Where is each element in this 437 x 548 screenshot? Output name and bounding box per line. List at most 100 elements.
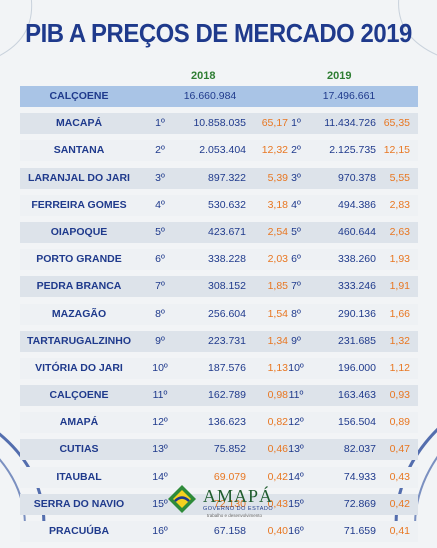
percent-2018: 1,54 <box>267 307 288 320</box>
rank-2019: 2º <box>291 144 301 157</box>
table-row: ITAUBAL 14º 69.079 0,42 14º 74.933 0,43 <box>20 466 418 488</box>
rank-2019: 10º <box>288 361 304 374</box>
percent-2018: 2,03 <box>267 253 288 266</box>
rank-2019: 4º <box>291 198 301 211</box>
percent-2019: 0,42 <box>389 497 410 510</box>
rank-2018: 9º <box>155 334 165 347</box>
table-row: OIAPOQUE 5º 423.671 2,54 5º 460.644 2,63 <box>20 221 418 243</box>
municipality-name: SANTANA <box>53 144 105 157</box>
total-2018: 16.660.984 <box>183 90 237 102</box>
value-2019: 290.136 <box>338 307 376 320</box>
municipality-name: VITÓRIA DO JARI <box>35 361 123 374</box>
rank-2018: 10º <box>152 361 168 374</box>
rank-2019: 5º <box>291 225 301 238</box>
table-row: CALÇOENE 11º 162.789 0,98 11º 163.463 0,93 <box>20 385 418 407</box>
rank-2019: 13º <box>288 443 304 456</box>
municipality-name: FERREIRA GOMES <box>31 198 127 211</box>
rank-2018: 16º <box>152 525 168 537</box>
rank-2019: 15º <box>288 497 304 510</box>
value-2018: 162.789 <box>208 389 246 402</box>
percent-2018: 5,39 <box>267 171 288 184</box>
percent-2018: 0,98 <box>267 389 288 402</box>
table-row: VITÓRIA DO JARI 10º 187.576 1,13 10º 196.000 1… <box>20 357 418 379</box>
value-2018: 72.130 <box>213 497 246 510</box>
rank-2019: 1º <box>291 117 301 130</box>
percent-2019: 1,66 <box>389 307 410 320</box>
municipality-name: MAZAGÃO <box>51 307 107 320</box>
value-2019: 2.125.735 <box>329 144 376 157</box>
municipality-name: AMAPÁ <box>59 416 99 429</box>
value-2018: 2.053.404 <box>199 144 246 157</box>
table-row: LARANJAL DO JARI 3º 897.322 5,39 3º 970.378 5,… <box>20 167 418 189</box>
municipality-name: ITAUBAL <box>56 470 102 483</box>
value-2018: 10.858.035 <box>193 117 246 130</box>
total-label: CALÇOENE <box>49 90 109 102</box>
value-2019: 82.037 <box>343 443 376 456</box>
percent-2018: 3,18 <box>267 198 288 211</box>
percent-2018: 0,42 <box>267 470 288 483</box>
table-row: MACAPÁ 1º 10.858.035 65,17 1º 11.434.726 65,35 <box>20 113 418 135</box>
value-2019: 196.000 <box>338 361 376 374</box>
total-2019: 17.496.661 <box>322 90 376 102</box>
percent-2019: 0,89 <box>389 416 410 429</box>
municipality-name: OIAPOQUE <box>50 225 108 238</box>
rank-2019: 16º <box>288 525 304 537</box>
value-2019: 74.933 <box>343 470 376 483</box>
municipality-name: SERRA DO NAVIO <box>33 497 125 510</box>
rank-2018: 12º <box>152 416 168 429</box>
rank-2019: 11º <box>288 389 304 402</box>
value-2018: 69.079 <box>213 470 246 483</box>
rank-2019: 14º <box>288 470 304 483</box>
percent-2019: 1,91 <box>389 280 410 293</box>
table-row: PEDRA BRANCA 7º 308.152 1,85 7º 333.246 1,91 <box>20 276 418 298</box>
rank-2019: 9º <box>291 334 301 347</box>
rank-2018: 13º <box>152 443 168 456</box>
rank-2019: 6º <box>291 253 301 266</box>
rank-2018: 5º <box>155 225 165 238</box>
percent-2018: 1,34 <box>267 334 288 347</box>
percent-2018: 0,82 <box>267 416 288 429</box>
value-2018: 75.852 <box>213 443 246 456</box>
table-row: MAZAGÃO 8º 256.604 1,54 8º 290.136 1,66 <box>20 303 418 325</box>
percent-2019: 0,93 <box>389 389 410 402</box>
percent-2019: 0,43 <box>389 470 410 483</box>
value-2018: 423.671 <box>208 225 246 238</box>
table-row: AMAPÁ 12º 136.623 0,82 12º 156.504 0,89 <box>20 412 418 434</box>
table-row: PORTO GRANDE 6º 338.228 2,03 6º 338.260 1,93 <box>20 249 418 271</box>
rank-2018: 1º <box>155 117 165 130</box>
municipality-name: TARTARUGALZINHO <box>26 334 131 347</box>
percent-2019: 5,55 <box>389 171 410 184</box>
gdp-table: CALÇOENE 16.660.984 17.496.661 MACAPÁ 1º 1… <box>20 86 418 548</box>
value-2019: 970.378 <box>338 171 376 184</box>
percent-2019: 0,41 <box>389 525 410 537</box>
percent-2019: 1,32 <box>389 334 410 347</box>
percent-2019: 65,35 <box>383 117 410 130</box>
year-label-2019: 2019 <box>327 70 352 82</box>
rank-2018: 14º <box>152 470 168 483</box>
percent-2018: 1,85 <box>267 280 288 293</box>
value-2018: 338.228 <box>208 253 246 266</box>
logo-tagline: trabalho e desenvolvimento <box>207 513 263 518</box>
value-2019: 156.504 <box>338 416 376 429</box>
percent-2018: 65,17 <box>261 117 288 130</box>
municipality-name: LARANJAL DO JARI <box>28 171 130 184</box>
municipality-name: CUTIAS <box>59 443 99 456</box>
percent-2018: 12,32 <box>261 144 288 157</box>
rank-2018: 6º <box>155 253 165 266</box>
value-2019: 460.644 <box>338 225 376 238</box>
value-2018: 136.623 <box>208 416 246 429</box>
value-2019: 338.260 <box>338 253 376 266</box>
municipality-name: PRACUÚBA <box>48 525 110 537</box>
value-2018: 256.604 <box>208 307 246 320</box>
rank-2018: 7º <box>155 280 165 293</box>
value-2018: 187.576 <box>208 361 246 374</box>
table-row: PRACUÚBA 16º 67.158 0,40 16º 71.659 0,41 <box>20 521 418 542</box>
rank-2018: 4º <box>155 198 165 211</box>
value-2019: 11.434.726 <box>324 117 376 130</box>
municipality-name: CALÇOENE <box>49 389 109 402</box>
percent-2019: 1,12 <box>389 361 410 374</box>
value-2019: 71.659 <box>343 525 376 537</box>
percent-2019: 0,47 <box>389 443 410 456</box>
rank-2019: 3º <box>291 171 301 184</box>
rank-2018: 11º <box>152 389 168 402</box>
